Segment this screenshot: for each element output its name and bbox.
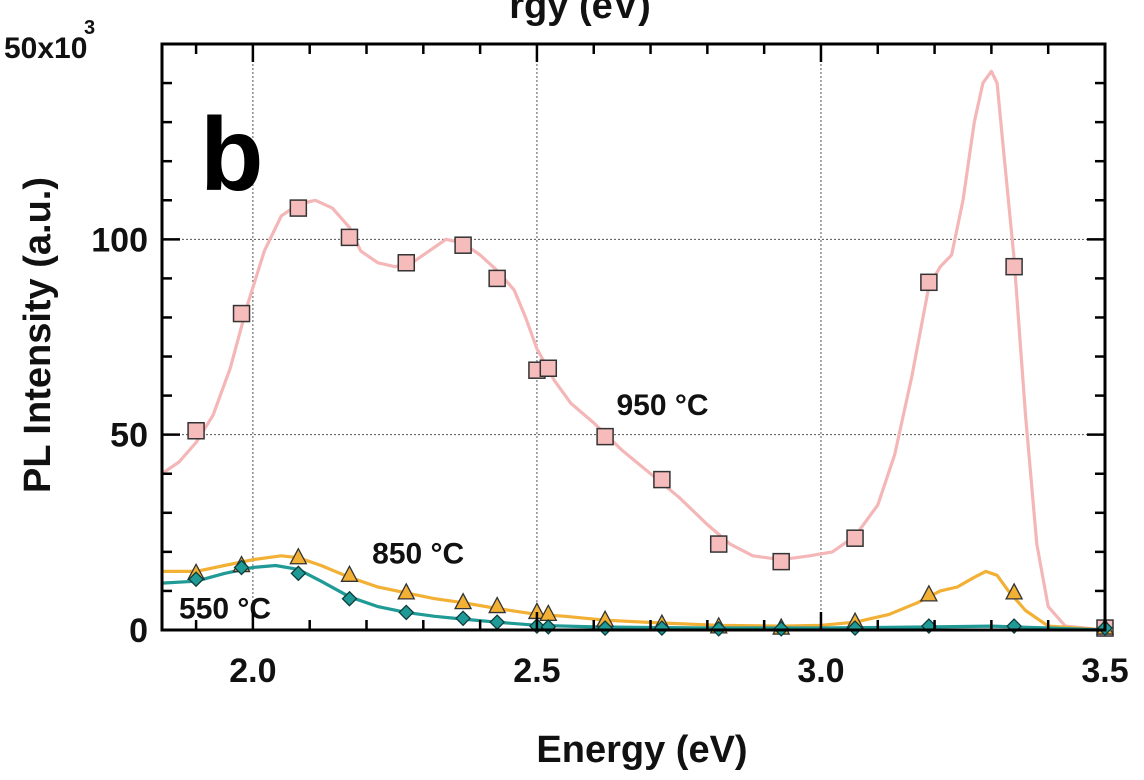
series-labels: 950 °C 850 °C 550 °C	[179, 389, 708, 625]
y-tick-label: 50	[110, 417, 148, 455]
y-axis-title: PL Intensity (a.u.)	[17, 177, 59, 493]
plot-frame	[162, 44, 1105, 630]
grid-lines	[162, 44, 1105, 630]
x-tick-label: 3.0	[797, 652, 844, 690]
data-point-square	[188, 423, 204, 439]
axis-ticks	[162, 44, 1105, 630]
x-tick-label: 2.5	[513, 652, 560, 690]
series-label: 850 °C	[372, 538, 464, 571]
data-point-square	[398, 255, 414, 271]
y-tick-label: 0	[129, 612, 148, 650]
x-axis-title: Energy (eV)	[536, 729, 747, 771]
series-line	[162, 556, 1105, 630]
data-point-square	[1006, 259, 1022, 275]
y-multiplier-exponent: 3	[84, 17, 95, 39]
series-line	[162, 71, 1105, 630]
data-point-square	[921, 274, 937, 290]
y-multiplier: 50x10 3	[4, 17, 95, 65]
data-point-square	[540, 360, 556, 376]
series-label: 550 °C	[179, 592, 271, 625]
data-point-triangle	[489, 598, 505, 613]
top-axis-title-partial: rgy (eV)	[509, 0, 650, 27]
data-point-square	[489, 270, 505, 286]
data-point-square	[234, 306, 250, 322]
x-tick-label: 3.5	[1081, 652, 1128, 690]
data-point-diamond	[456, 611, 470, 625]
data-point-square	[847, 530, 863, 546]
panel-letter: b	[200, 97, 264, 213]
y-tick-label: 100	[91, 221, 148, 259]
data-point-diamond	[490, 615, 504, 629]
x-tick-label: 2.0	[229, 652, 276, 690]
data-point-square	[773, 554, 789, 570]
data-point-square	[455, 237, 471, 253]
y-multiplier-base: 50x10	[4, 32, 87, 65]
data-point-square	[654, 472, 670, 488]
data-point-square	[341, 229, 357, 245]
series-label: 950 °C	[616, 389, 708, 422]
series-curves	[162, 71, 1105, 630]
data-point-diamond	[541, 620, 555, 634]
data-point-square	[711, 536, 727, 552]
data-point-square	[597, 429, 613, 445]
data-point-diamond	[399, 605, 413, 619]
data-point-square	[290, 200, 306, 216]
